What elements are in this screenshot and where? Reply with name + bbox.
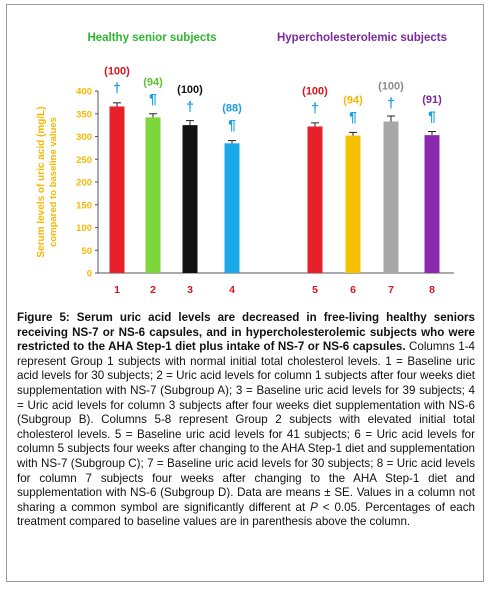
caption-title: Figure 5: Serum uric acid levels are dec… — [17, 311, 475, 354]
category-label: 4 — [229, 284, 235, 296]
caption-p-symbol: P — [310, 500, 318, 514]
bar — [307, 126, 323, 274]
significance-symbol: † — [311, 99, 319, 115]
y-tick-label: 350 — [76, 109, 92, 120]
percent-label: (100) — [302, 85, 328, 97]
y-tick-label: 150 — [76, 200, 92, 211]
significance-symbol: ¶ — [349, 109, 357, 125]
significance-symbol: ¶ — [428, 108, 436, 124]
category-label: 2 — [150, 284, 156, 296]
percent-label: (100) — [177, 84, 203, 96]
percent-label: (94) — [143, 76, 163, 88]
category-label: 3 — [187, 284, 193, 296]
bars: † (100) 1 ¶ (94) 2 † (100) 3 ¶ (88) 4 † (100) 5 ¶ (94) 6 †… — [104, 65, 442, 296]
y-tick-label: 0 — [87, 269, 92, 280]
y-axis-label-line1: Serum levels of uric acid (mg/L) — [36, 106, 47, 257]
category-label: 5 — [312, 284, 318, 296]
significance-symbol: ¶ — [228, 116, 236, 132]
y-tick-label: 100 — [76, 223, 92, 234]
category-label: 6 — [350, 284, 356, 296]
bar — [109, 106, 125, 273]
bar — [145, 117, 161, 273]
y-tick-label: 400 — [76, 87, 92, 98]
y-tick-label: 250 — [76, 155, 92, 166]
uric-acid-bar-chart: Healthy senior subjects Hypercholesterol… — [36, 32, 454, 296]
category-label: 7 — [388, 284, 394, 296]
bar — [224, 143, 240, 273]
caption-body: Columns 1-4 represent Group 1 subjects w… — [17, 340, 475, 514]
percent-label: (100) — [104, 65, 130, 77]
bar — [383, 121, 399, 273]
percent-label: (94) — [343, 95, 363, 107]
y-axis-label: Serum levels of uric acid (mg/L) compared… — [36, 106, 59, 257]
group-label-hypercholesterolemic: Hypercholesterolemic subjects — [277, 32, 447, 44]
significance-symbol: † — [113, 79, 121, 95]
bar — [182, 125, 198, 273]
y-tick-label: 50 — [81, 246, 92, 257]
percent-label: (88) — [222, 102, 242, 114]
figure-frame — [6, 4, 484, 582]
category-label: 8 — [429, 284, 435, 296]
significance-symbol: ¶ — [149, 90, 157, 106]
figure-caption: Figure 5: Serum uric acid levels are dec… — [17, 311, 475, 530]
bar — [345, 135, 361, 273]
caption-body-end: < 0.05. Percentages of each treatment co… — [17, 500, 475, 529]
category-label: 1 — [114, 284, 120, 296]
bar — [424, 135, 440, 273]
y-tick-label: 300 — [76, 132, 92, 143]
percent-label: (91) — [422, 94, 442, 106]
y-tick-label: 200 — [76, 178, 92, 189]
significance-symbol: † — [387, 94, 395, 110]
y-axis-label-line2: compared to baseline values — [48, 117, 59, 247]
percent-label: (100) — [378, 80, 404, 92]
significance-symbol: † — [186, 98, 194, 114]
group-label-healthy: Healthy senior subjects — [87, 32, 216, 44]
